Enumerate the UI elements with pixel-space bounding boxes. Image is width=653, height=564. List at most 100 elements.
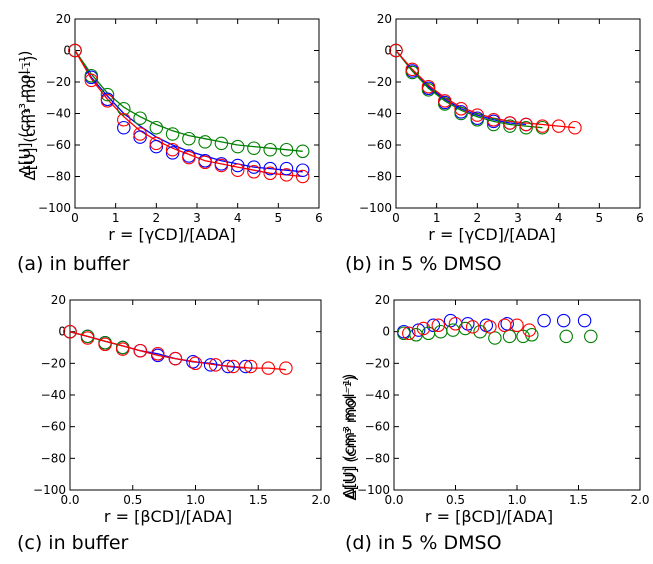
y-tick-label: −20 [367,75,392,89]
data-point-series-2 [470,113,485,127]
data-point-series-3 [510,318,524,333]
data-point-series-1 [133,130,147,144]
x-tick-label: 0 [71,211,79,225]
y-tick-label: 0 [384,44,392,58]
data-point-series-2 [247,141,261,155]
y-tick-label: 20 [375,293,390,307]
data-point-series-3 [188,356,203,371]
x-tick-label: 2 [153,211,161,225]
data-point-series-3 [431,318,446,333]
data-point-series-3 [80,331,95,345]
data-point-series-2 [438,97,452,111]
data-point-series-3 [168,351,183,366]
y-tick-label: 20 [51,293,66,307]
x-tick-label: 6 [636,211,644,225]
y-tick-label: 0 [63,44,71,58]
data-point-series-1 [500,317,514,331]
data-point-series-1 [263,161,277,176]
data-point-series-1 [165,146,180,160]
data-point-series-1 [556,313,571,328]
data-point-series-3 [98,337,112,352]
data-point-series-3 [568,120,582,135]
y-tick-label: 20 [56,12,71,26]
x-tick-label: 1.0 [507,493,526,507]
data-point-series-1 [186,355,200,369]
y-tick-label: −20 [41,356,66,370]
data-point-series-2 [100,87,115,102]
x-tick-label: 3 [193,211,201,225]
data-point-series-3 [279,361,293,375]
x-tick-label: 1 [112,211,120,225]
x-tick-label: 5 [275,211,283,225]
y-axis-label: Δ[U] (cm³ mol⁻¹) [16,51,34,176]
data-point-series-2 [263,142,277,157]
plot-area [395,18,641,209]
x-axis-label: r = [γCD]/[ADA] [428,225,555,244]
y-tick-label: −40 [46,107,71,121]
y-tick-label: −40 [41,388,66,402]
data-point-series-3 [182,150,196,165]
chart-panel-2: 0 1 2 3 4 5 6 20 0 −20 −40 −60 −80 −100 r = [γCD]/[ADA… [342,12,644,500]
y-tick-label: −100 [33,483,66,497]
x-axis-label: r = [γCD]/[ADA] [108,225,235,244]
data-point-series-3 [247,165,261,179]
data-point-series-1 [279,161,294,176]
data-point-series-2 [502,329,517,344]
chart-panel-1: 0 1 2 3 4 5 6 20 0 −20 −40 −60 −80 −100 r = [γCD]/[ADA… [17,12,323,275]
data-point-series-3 [535,119,550,133]
fit-line-series-2 [395,50,543,129]
data-point-series-1 [230,158,245,173]
data-point-series-3 [470,108,485,122]
data-point-series-3 [198,155,212,170]
x-tick-label: 1.5 [569,493,588,507]
data-point-series-3 [465,320,480,334]
data-point-series-2 [503,119,517,133]
data-point-series-2 [117,102,131,116]
x-tick-label: 4 [555,211,563,225]
data-point-series-2 [133,111,147,125]
data-point-series-2 [584,329,598,344]
data-point-series-3 [483,320,497,334]
plot-area [393,299,641,491]
data-point-series-3 [68,43,82,58]
data-point-series-2 [198,135,212,149]
data-point-series-2 [519,120,533,135]
panel-caption: (c) in buffer [17,532,129,554]
data-point-series-3 [165,142,180,157]
y-tick-label: −20 [365,356,390,370]
y-tick-label: −60 [46,138,71,152]
y-tick-label: −20 [46,75,71,89]
y-tick-label: −100 [359,201,392,215]
data-point-series-3 [208,358,223,372]
data-point-series-3 [149,136,164,151]
y-tick-label: 0 [58,325,66,339]
data-point-series-3 [226,359,240,374]
data-point-series-3 [151,347,165,361]
y-tick-label: −40 [367,107,392,121]
data-point-series-3 [263,166,277,181]
y-axis-label: Δ[U] (cm³ mol⁻¹) [342,376,360,501]
data-point-series-3 [448,317,463,331]
x-tick-label: 1.5 [249,493,268,507]
data-point-series-3 [522,323,537,337]
y-tick-label: −40 [365,388,390,402]
x-tick-label: 4 [234,211,242,225]
data-point-series-1 [577,313,592,328]
data-point-series-1 [149,139,164,154]
data-point-series-3 [519,117,533,132]
x-tick-label: 1 [433,211,441,225]
data-point-series-3 [63,324,77,339]
data-point-series-2 [230,139,245,154]
data-point-series-2 [559,329,573,344]
panel-caption: (d) in 5 % DMSO [345,532,502,554]
y-tick-label: −80 [365,451,390,465]
data-point-series-3 [295,169,310,184]
panel-caption: (b) in 5 % DMSO [345,253,502,275]
y-tick-label: −60 [365,420,390,434]
data-point-series-2 [182,131,196,146]
x-tick-label: 5 [596,211,604,225]
x-axis-label: r = [βCD]/[ADA] [104,507,232,526]
data-point-series-3 [230,163,245,177]
data-point-series-2 [486,117,501,132]
